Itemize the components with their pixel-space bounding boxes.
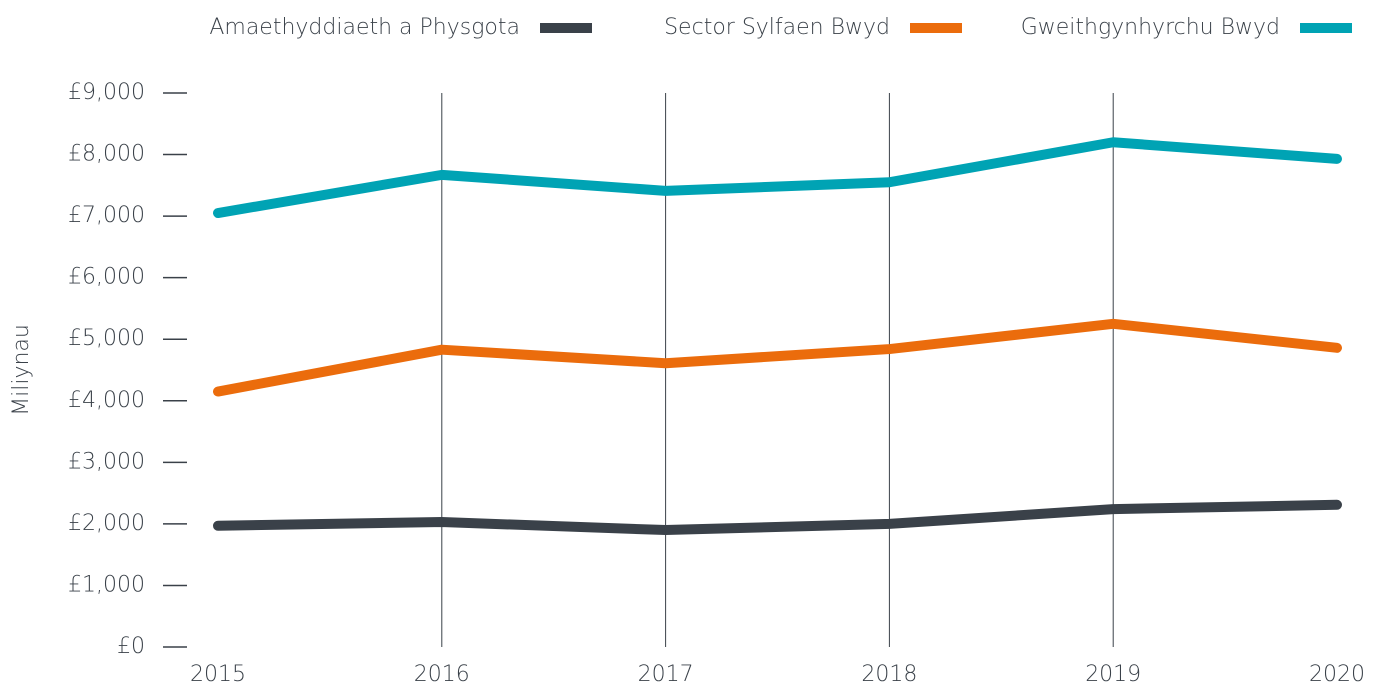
- y-tick-label: £8,000: [68, 142, 145, 167]
- legend-label: Amaethyddiaeth a Physgota: [209, 15, 520, 40]
- legend-swatch: [910, 23, 962, 33]
- legend-swatch: [540, 23, 592, 33]
- x-tick-label: 2018: [861, 662, 917, 687]
- y-tick-label: £9,000: [68, 80, 145, 105]
- line: [213, 137, 1342, 219]
- y-tick-label: £5,000: [68, 326, 145, 351]
- x-tick-label: 2017: [638, 662, 694, 687]
- y-tick-label: £6,000: [68, 265, 145, 290]
- line: [213, 499, 1342, 536]
- y-tick-label: £4,000: [68, 388, 145, 413]
- y-tick-label: £0: [117, 634, 145, 659]
- legend-label: Sector Sylfaen Bwyd: [664, 15, 890, 40]
- legend-swatch: [1300, 23, 1352, 33]
- x-tick-label: 2015: [190, 662, 246, 687]
- x-tick-label: 2019: [1085, 662, 1141, 687]
- y-tick-label: £2,000: [68, 511, 145, 536]
- y-tick-label: £7,000: [68, 203, 145, 228]
- x-tick-label: 2016: [414, 662, 470, 687]
- y-tick-label: £1,000: [68, 572, 145, 597]
- y-axis-label: Miliynau: [9, 324, 34, 416]
- y-tick-label: £3,000: [68, 449, 145, 474]
- line: [213, 318, 1342, 397]
- legend-label: Gweithgynhyrchu Bwyd: [1021, 15, 1280, 40]
- x-tick-label: 2020: [1309, 662, 1365, 687]
